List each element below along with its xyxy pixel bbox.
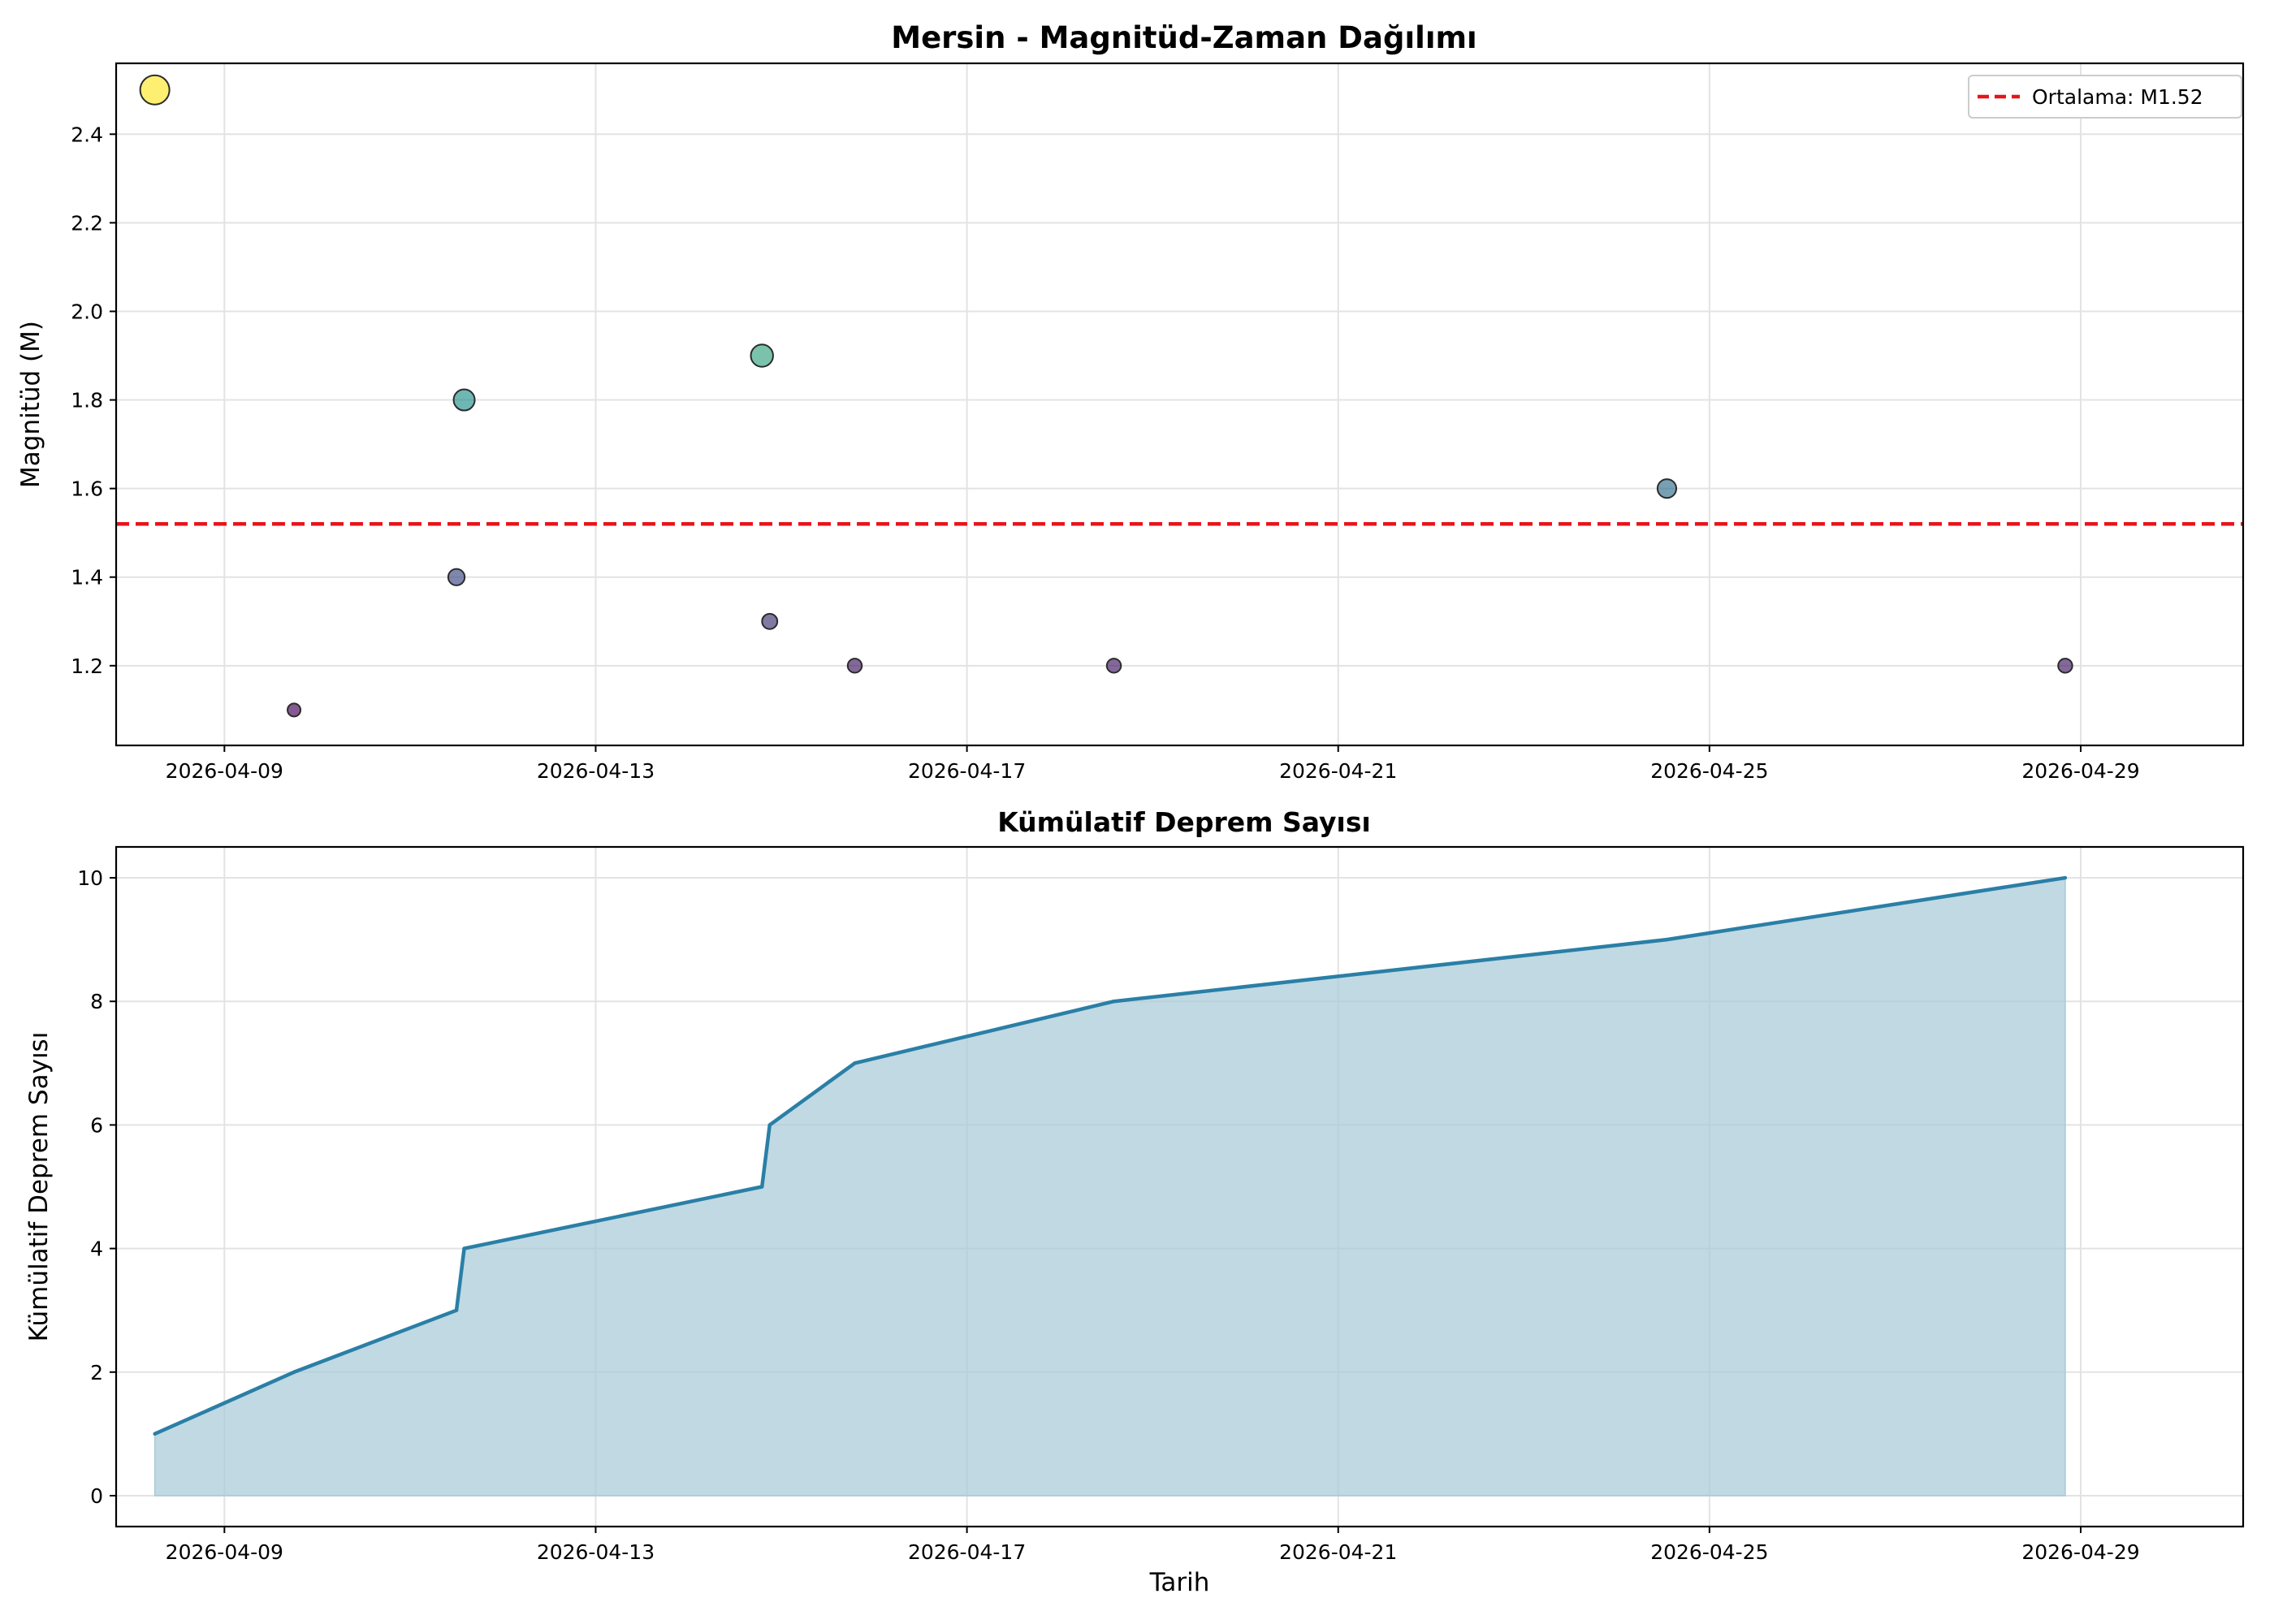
- cumulative-point: [1665, 937, 1669, 942]
- scatter-point: [1656, 478, 1678, 499]
- cumulative-line: [153, 875, 2066, 1436]
- scatter-point: [761, 612, 779, 630]
- x-tick-label: 2026-04-25: [1650, 1540, 1768, 1564]
- x-axis: 2026-04-09 2026-04-13 2026-04-17 2026-04-21…: [166, 745, 2140, 783]
- cumulative-area-fill: [153, 877, 2066, 1497]
- x-tick-label: 2026-04-09: [166, 1540, 283, 1564]
- y-tick-label: 1.8: [71, 389, 103, 412]
- scatter-points: [139, 74, 2073, 718]
- cumulative-panel: Kümülatif Deprem Sayısı 2026-04-09 2026-0…: [24, 806, 2245, 1597]
- x-tick-label: 2026-04-21: [1279, 759, 1397, 783]
- grid: [116, 63, 2243, 745]
- x-tick-label: 2026-04-25: [1650, 759, 1768, 783]
- x-axis-label: Tarih: [1149, 1568, 1210, 1597]
- cumulative-point: [760, 1185, 764, 1189]
- scatter-point: [846, 658, 863, 674]
- x-tick-label: 2026-04-17: [908, 1540, 1026, 1564]
- y-tick-label: 1.2: [71, 654, 103, 678]
- y-tick-label: 2.4: [71, 123, 103, 146]
- y-tick-label: 8: [90, 990, 103, 1013]
- cumulative-point: [292, 1370, 296, 1374]
- y-axis-label: Kümülatif Deprem Sayısı: [24, 1032, 54, 1342]
- cumulative-point: [462, 1246, 466, 1250]
- y-tick-label: 6: [90, 1113, 103, 1137]
- cumulative-point: [1112, 1000, 1116, 1004]
- x-axis: 2026-04-09 2026-04-13 2026-04-17 2026-04-21…: [166, 1527, 2140, 1564]
- axes-frame: [115, 62, 2245, 747]
- cumulative-point: [767, 1123, 772, 1127]
- y-axis: 1.2 1.4 1.6 1.8 2.0 2.2 2.4: [71, 123, 116, 678]
- scatter-point: [1105, 658, 1122, 674]
- x-tick-label: 2026-04-21: [1279, 1540, 1397, 1564]
- magnitude-time-panel: Mersin - Magnitüd-Zaman Dağılımı 2026-04…: [16, 20, 2245, 783]
- y-tick-label: 1.6: [71, 477, 103, 501]
- cumulative-point: [853, 1061, 857, 1065]
- scatter-point: [287, 702, 302, 718]
- scatter-point: [447, 568, 466, 586]
- y-axis-label: Magnitüd (M): [16, 321, 45, 488]
- chart-title: Kümülatif Deprem Sayısı: [997, 806, 1371, 838]
- x-tick-label: 2026-04-17: [908, 759, 1026, 783]
- y-tick-label: 2.0: [71, 300, 103, 323]
- y-tick-label: 4: [90, 1237, 103, 1261]
- cumulative-point: [153, 1432, 157, 1436]
- y-axis: 0 2 4 6 8 10: [77, 866, 116, 1508]
- scatter-point: [750, 343, 774, 368]
- x-tick-label: 2026-04-13: [537, 759, 655, 783]
- x-tick-label: 2026-04-29: [2021, 1540, 2139, 1564]
- y-tick-label: 2: [90, 1361, 103, 1384]
- y-tick-label: 10: [77, 866, 103, 890]
- chart-title: Mersin - Magnitüd-Zaman Dağılımı: [891, 20, 1476, 55]
- legend: Ortalama: M1.52: [1968, 75, 2242, 119]
- y-tick-label: 0: [90, 1484, 103, 1508]
- legend-box: [1968, 75, 2242, 119]
- scatter-point: [139, 74, 171, 106]
- scatter-point: [452, 388, 476, 412]
- x-tick-label: 2026-04-09: [166, 759, 283, 783]
- y-tick-label: 1.4: [71, 566, 103, 590]
- axes-frame: [115, 845, 2245, 1528]
- scatter-point: [2057, 658, 2073, 674]
- cumulative-point: [2063, 875, 2068, 880]
- cumulative-points: [153, 875, 2068, 1436]
- x-tick-label: 2026-04-13: [537, 1540, 655, 1564]
- cumulative-point: [454, 1308, 459, 1312]
- legend-mean-label: Ortalama: M1.52: [2032, 85, 2203, 109]
- y-tick-label: 2.2: [71, 211, 103, 235]
- x-tick-label: 2026-04-29: [2021, 759, 2139, 783]
